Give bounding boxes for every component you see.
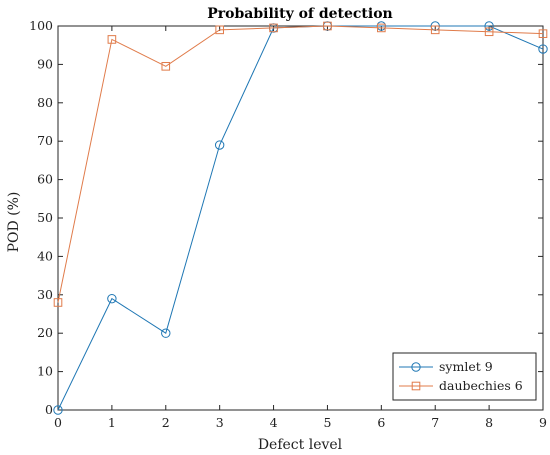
x-tick-label: 0 — [54, 415, 62, 430]
data-point-symlet-9 — [538, 44, 548, 54]
y-axis-label: POD (%) — [6, 192, 22, 253]
y-tick-label: 30 — [37, 287, 53, 302]
data-point-daubechies-6 — [538, 29, 548, 38]
y-tick-label: 100 — [29, 18, 53, 33]
x-tick-label: 8 — [485, 415, 493, 430]
data-point-daubechies-6 — [53, 298, 63, 307]
data-point-daubechies-6 — [215, 25, 224, 35]
x-tick-label: 2 — [162, 415, 170, 430]
series-line-daubechies-6 — [57, 25, 544, 303]
series-line-symlet-9 — [57, 25, 544, 411]
y-tick-label: 50 — [37, 210, 53, 225]
x-tick-label: 7 — [431, 415, 439, 430]
x-tick-label: 1 — [108, 415, 116, 430]
x-axis-label: Defect level — [258, 437, 343, 453]
data-point-daubechies-6 — [377, 23, 386, 33]
y-tick-label: 80 — [37, 95, 53, 110]
legend-box — [392, 352, 537, 401]
data-point-daubechies-6 — [430, 25, 440, 35]
chart-title: Probability of detection — [207, 6, 392, 22]
legend-marker-daubechies-6 — [411, 381, 421, 391]
data-point-symlet-9 — [161, 328, 171, 338]
x-tick-label: 3 — [216, 415, 224, 430]
data-point-symlet-9 — [107, 293, 117, 304]
legend: symlet 9 daubechies 6 — [392, 352, 537, 401]
y-tick-label: 10 — [37, 364, 53, 379]
series-layer — [53, 21, 548, 415]
data-point-symlet-9 — [484, 21, 494, 31]
data-point-daubechies-6 — [269, 23, 278, 33]
data-point-daubechies-6 — [484, 27, 494, 37]
x-tick-label: 4 — [270, 415, 278, 430]
legend-label-daubechies-6: daubechies 6 — [439, 378, 523, 393]
y-tick-label: 20 — [37, 325, 53, 340]
data-point-daubechies-6 — [161, 62, 171, 71]
data-point-daubechies-6 — [107, 35, 117, 44]
y-tick-label: 90 — [37, 56, 53, 71]
x-tick-label: 6 — [377, 415, 385, 430]
data-point-symlet-9 — [214, 140, 225, 150]
y-tick-label: 60 — [37, 172, 53, 187]
x-tick-label: 5 — [323, 415, 331, 430]
data-point-symlet-9 — [53, 405, 63, 415]
y-tick-label: 70 — [37, 133, 53, 148]
legend-marker-symlet-9 — [411, 362, 421, 372]
y-axis: 0 10 20 30 40 50 60 70 80 90 100 — [29, 18, 543, 417]
legend-label-symlet-9: symlet 9 — [439, 359, 493, 374]
y-tick-label: 40 — [37, 248, 53, 263]
plot-area — [57, 25, 544, 411]
x-tick-label: 9 — [539, 415, 547, 430]
y-tick-label: 0 — [45, 402, 53, 417]
data-point-daubechies-6 — [323, 21, 332, 31]
